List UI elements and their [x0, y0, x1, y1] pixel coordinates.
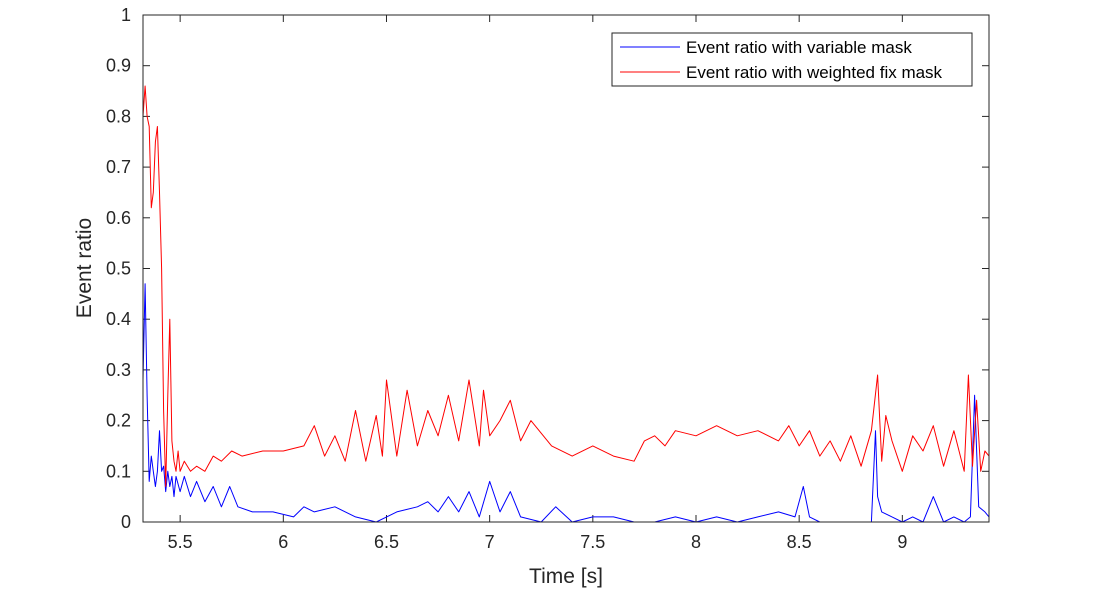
axes-box	[142, 14, 990, 523]
legend-label-variable-mask: Event ratio with variable mask	[686, 38, 912, 57]
series-line-weighted-fix-mask	[142, 85, 990, 487]
y-tick-label: 0.1	[106, 461, 131, 481]
x-tick-label: 6.5	[374, 532, 399, 552]
y-tick-label: 0.9	[106, 56, 131, 76]
x-tick-label: 7	[485, 532, 495, 552]
y-tick-label: 0.6	[106, 208, 131, 228]
legend: Event ratio with variable mask Event rat…	[611, 32, 973, 87]
x-tick-label: 8.5	[787, 532, 812, 552]
y-axis-label: Event ratio	[73, 218, 96, 318]
x-axis: 5.5 6 6.5 7 7.5 8 8.5 9	[168, 15, 907, 552]
series-line-variable-mask	[142, 283, 990, 523]
y-tick-label: 0	[121, 512, 131, 532]
x-tick-label: 8	[691, 532, 701, 552]
x-tick-label: 9	[897, 532, 907, 552]
legend-box	[611, 32, 973, 87]
series-layer	[142, 85, 990, 523]
y-tick-label: 0.7	[106, 157, 131, 177]
y-tick-label: 0.3	[106, 360, 131, 380]
y-tick-label: 0.2	[106, 411, 131, 431]
y-tick-label: 0.5	[106, 259, 131, 279]
x-tick-label: 6	[278, 532, 288, 552]
y-tick-label: 0.4	[106, 309, 131, 329]
x-tick-label: 7.5	[580, 532, 605, 552]
y-tick-label: 0.8	[106, 106, 131, 126]
y-axis: 0 0.1 0.2 0.3 0.4 0.5 0.6 0.7 0.8 0.9 1	[106, 5, 989, 532]
y-tick-label: 1	[121, 5, 131, 25]
legend-label-weighted-fix-mask: Event ratio with weighted fix mask	[686, 63, 943, 82]
plot-area	[143, 15, 989, 522]
x-axis-label: Time [s]	[529, 565, 603, 588]
x-tick-label: 5.5	[168, 532, 193, 552]
